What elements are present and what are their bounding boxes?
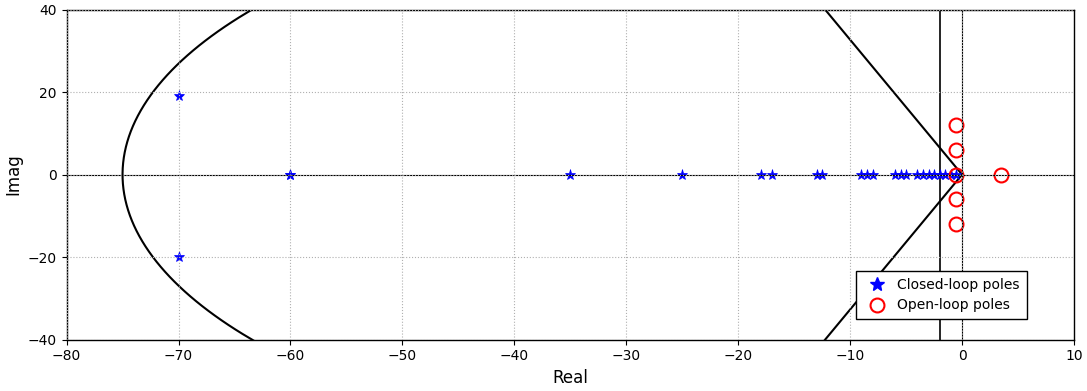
Y-axis label: Imag: Imag [4,154,22,196]
X-axis label: Real: Real [552,369,588,387]
Legend: Closed-loop poles, Open-loop poles: Closed-loop poles, Open-loop poles [855,271,1027,319]
